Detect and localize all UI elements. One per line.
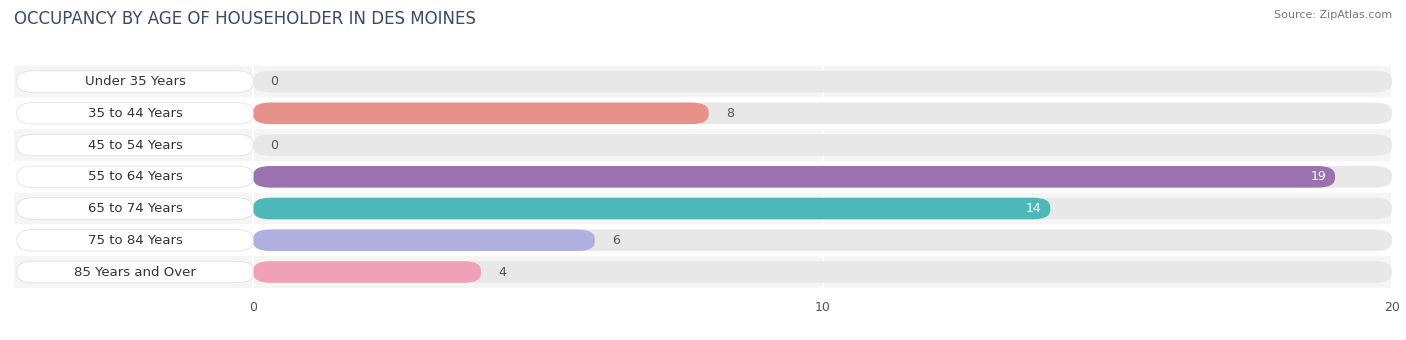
FancyBboxPatch shape [14, 98, 1392, 129]
FancyBboxPatch shape [253, 166, 1392, 188]
FancyBboxPatch shape [253, 198, 1392, 219]
FancyBboxPatch shape [17, 166, 253, 188]
FancyBboxPatch shape [253, 103, 709, 124]
FancyBboxPatch shape [14, 161, 1392, 193]
FancyBboxPatch shape [17, 198, 253, 219]
FancyBboxPatch shape [17, 261, 253, 283]
Text: 4: 4 [498, 266, 506, 278]
FancyBboxPatch shape [253, 230, 1392, 251]
FancyBboxPatch shape [17, 103, 253, 124]
Text: OCCUPANCY BY AGE OF HOUSEHOLDER IN DES MOINES: OCCUPANCY BY AGE OF HOUSEHOLDER IN DES M… [14, 10, 477, 28]
FancyBboxPatch shape [253, 261, 1392, 283]
Text: 35 to 44 Years: 35 to 44 Years [87, 107, 183, 120]
Text: 55 to 64 Years: 55 to 64 Years [87, 170, 183, 183]
Text: 14: 14 [1026, 202, 1042, 215]
Text: 65 to 74 Years: 65 to 74 Years [87, 202, 183, 215]
Text: Source: ZipAtlas.com: Source: ZipAtlas.com [1274, 10, 1392, 20]
Text: 0: 0 [270, 75, 278, 88]
Text: 0: 0 [270, 139, 278, 152]
FancyBboxPatch shape [253, 71, 1392, 92]
FancyBboxPatch shape [14, 256, 1392, 288]
FancyBboxPatch shape [253, 103, 1392, 124]
FancyBboxPatch shape [14, 66, 1392, 98]
FancyBboxPatch shape [253, 230, 595, 251]
FancyBboxPatch shape [253, 261, 481, 283]
FancyBboxPatch shape [14, 224, 1392, 256]
Text: 75 to 84 Years: 75 to 84 Years [87, 234, 183, 247]
FancyBboxPatch shape [253, 134, 1392, 156]
Text: 19: 19 [1310, 170, 1326, 183]
Text: 85 Years and Over: 85 Years and Over [75, 266, 195, 278]
Text: 6: 6 [612, 234, 620, 247]
FancyBboxPatch shape [17, 71, 253, 92]
FancyBboxPatch shape [14, 129, 1392, 161]
FancyBboxPatch shape [253, 166, 1336, 188]
FancyBboxPatch shape [17, 230, 253, 251]
FancyBboxPatch shape [253, 198, 1050, 219]
FancyBboxPatch shape [14, 193, 1392, 224]
Text: 45 to 54 Years: 45 to 54 Years [87, 139, 183, 152]
FancyBboxPatch shape [17, 134, 253, 156]
Text: Under 35 Years: Under 35 Years [84, 75, 186, 88]
Text: 8: 8 [725, 107, 734, 120]
